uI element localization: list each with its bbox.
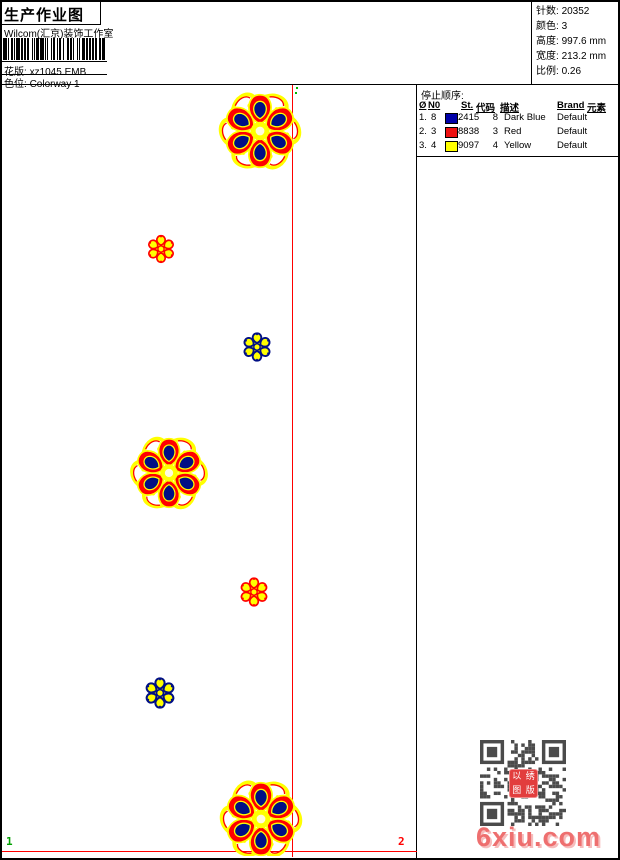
thread-brand: Default <box>557 126 588 137</box>
stop-seq: 2. <box>419 126 427 137</box>
thread-table-row: 3. 4 9097 4 Yellow Default <box>0 140 620 153</box>
color-code: 4 <box>492 140 498 151</box>
design-file-field: 花版: xz1045.EMB <box>4 63 86 78</box>
qr-stamp-char: 以 <box>512 771 522 781</box>
flower-motif <box>132 435 206 511</box>
qr-stamp-char: 绣 <box>525 771 535 781</box>
flower-motif <box>145 678 175 707</box>
end-marker-label: 2 <box>398 835 405 848</box>
start-point-dot <box>295 92 297 94</box>
stitch-count-field: 针数: 20352 <box>536 6 590 17</box>
thread-brand: Default <box>557 112 588 123</box>
stop-sequence-label: 停止顺序: <box>421 91 464 102</box>
needle-number: 4 <box>431 140 437 151</box>
stitch-count: 2415 <box>458 112 480 123</box>
thread-table-row: 1. 8 2415 8 Dark Blue Default <box>0 112 620 125</box>
start-marker-label: 1 <box>6 835 13 848</box>
stop-seq: 1. <box>419 112 427 123</box>
flower-motif <box>240 578 268 605</box>
hoop-guide-vertical-line <box>292 85 293 851</box>
color-description: Red <box>504 126 522 137</box>
qr-code <box>480 740 566 826</box>
color-description: Yellow <box>504 140 532 151</box>
color-description: Dark Blue <box>504 112 546 123</box>
thread-table-row: 2. 3 8838 3 Red Default <box>0 126 620 139</box>
scale-field: 比例: 0.26 <box>536 66 582 77</box>
header-seq: Ø <box>419 100 427 111</box>
design-barcode <box>3 38 106 60</box>
qr-stamp: 以绣图版 <box>509 769 538 798</box>
width-field: 宽度: 213.2 mm <box>536 51 607 62</box>
panel-divider-line <box>416 84 417 858</box>
thread-table-header: Ø N0 St. 代码 描述 Brand 元素 <box>0 100 620 114</box>
header-code: 代码 <box>476 103 496 114</box>
start-point-dot <box>296 87 298 89</box>
flower-motif <box>147 236 174 263</box>
color-swatch <box>445 141 458 152</box>
company-name: Wilcom(汇京)装饰工作室 <box>4 29 114 40</box>
header-brand: Brand <box>557 100 585 111</box>
header-bottom-line <box>0 84 620 85</box>
table-bottom-line <box>417 156 618 157</box>
color-swatch <box>445 113 458 124</box>
height-field: 高度: 997.6 mm <box>536 36 607 47</box>
stop-seq: 3. <box>419 140 427 151</box>
stitch-count: 8838 <box>458 126 480 137</box>
design-info-panel: 针数: 20352 颜色: 3 高度: 997.6 mm 宽度: 213.2 m… <box>531 0 618 84</box>
qr-stamp-char: 图 <box>512 784 522 795</box>
header-field-divider <box>2 61 107 62</box>
header-elements: 元素 <box>587 103 607 114</box>
needle-number: 8 <box>431 112 437 123</box>
thread-brand: Default <box>557 140 588 151</box>
design-file-value: xz1045.EMB <box>29 67 87 78</box>
stitch-count: 9097 <box>458 140 480 151</box>
flower-motif <box>222 779 301 856</box>
header-needle: N0 <box>428 100 441 111</box>
color-swatch <box>445 127 458 138</box>
header-field-divider <box>2 74 107 75</box>
needle-number: 3 <box>431 126 437 137</box>
color-count-field: 颜色: 3 <box>536 21 568 32</box>
flower-motif <box>243 333 271 361</box>
flower-motif <box>221 91 300 171</box>
page-title: 生产作业图 <box>2 2 101 25</box>
header-description: 描述 <box>500 103 520 114</box>
qr-stamp-char: 版 <box>525 784 535 795</box>
guide-tick <box>292 852 293 857</box>
header-stitches: St. <box>461 100 474 111</box>
design-file-label: 花版: <box>4 67 27 78</box>
color-code: 3 <box>492 126 498 137</box>
watermark-text: 6xiu.com <box>476 822 602 852</box>
hoop-guide-horizontal-line <box>2 851 417 852</box>
color-code: 8 <box>492 112 498 123</box>
